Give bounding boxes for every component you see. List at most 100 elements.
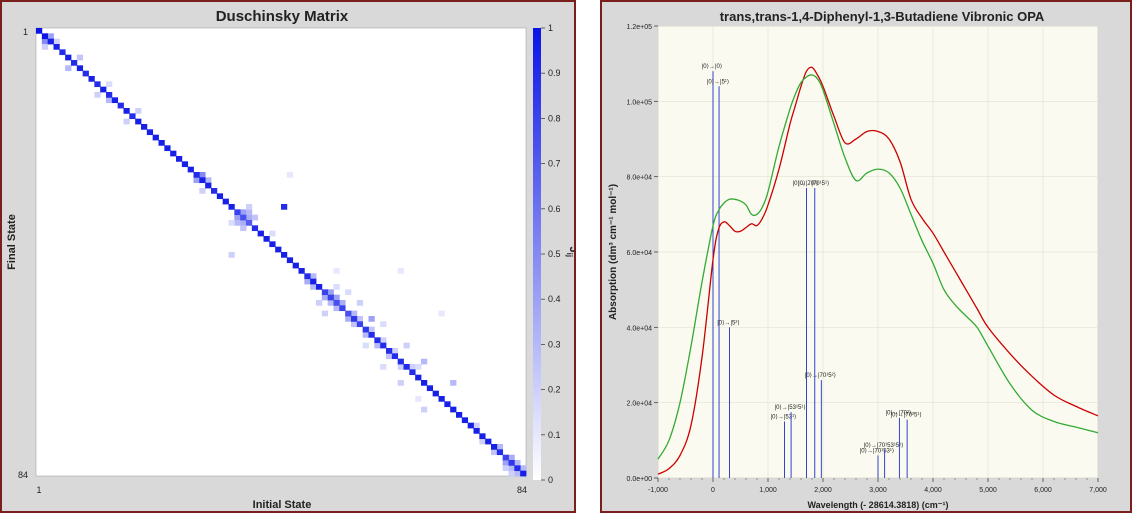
opa-x-tick-label: 6,000: [1034, 487, 1052, 494]
heatmap-cell: [351, 310, 358, 317]
heatmap-cell: [333, 305, 340, 312]
heatmap-cell: [205, 177, 212, 184]
heatmap-cell: [65, 65, 72, 72]
opa-stick-label: |0⟩→|70²5¹⟩: [891, 412, 922, 419]
heatmap-cell: [135, 108, 142, 114]
heatmap-cell: [421, 406, 428, 413]
heatmap-cell: [520, 470, 527, 477]
heatmap-cell: [415, 396, 422, 402]
heatmap-y-tick-last: 84: [18, 470, 28, 480]
heatmap-cell: [251, 225, 259, 232]
colorbar-tick-label: 0.4: [548, 294, 561, 304]
opa-y-tick-label: 4.0e+04: [627, 325, 653, 332]
heatmap-cell: [59, 49, 66, 56]
heatmap-cell: [514, 470, 521, 477]
duschinsky-chart: Duschinsky Matrix 1 84 1 84 Initial Stat…: [6, 8, 582, 511]
opa-stick-label: |0⟩→|70¹5¹⟩: [798, 180, 829, 187]
heatmap-cell: [164, 145, 171, 152]
heatmap-cell: [286, 257, 294, 264]
heatmap-cell: [211, 188, 218, 194]
heatmap-cell: [47, 38, 54, 45]
heatmap-y-axis-label: Final State: [6, 214, 18, 270]
heatmap-cell: [199, 188, 206, 194]
heatmap-cell: [327, 289, 334, 296]
opa-stick-label: |0⟩→|70¹⟩: [793, 180, 819, 187]
heatmap-cell: [41, 44, 49, 50]
heatmap-cell: [170, 150, 177, 157]
heatmap-cell: [333, 300, 340, 306]
heatmap-cell: [205, 182, 212, 189]
opa-title: trans,trans-1,4-Diphenyl-1,3-Butadiene V…: [720, 9, 1045, 24]
heatmap-cell: [152, 134, 159, 141]
heatmap-cell: [193, 177, 200, 184]
heatmap-cell: [380, 364, 387, 370]
heatmap-cell: [327, 294, 334, 301]
heatmap-cells: [36, 28, 527, 477]
heatmap-cell: [339, 305, 346, 312]
heatmap-cell: [321, 294, 329, 301]
heatmap-cell: [199, 172, 206, 178]
opa-x-ticks: -1,000 0 1,000 2,000 3,000 4,000 5,000 6,000 7,0…: [648, 478, 1107, 494]
colorbar-label: Jij2: [565, 246, 574, 262]
heatmap-cell: [76, 54, 84, 61]
heatmap-cell: [292, 262, 299, 269]
heatmap-x-tick-last: 84: [517, 485, 527, 495]
heatmap-cell: [415, 374, 422, 381]
heatmap-cell: [479, 438, 486, 445]
heatmap-cell: [240, 214, 247, 221]
heatmap-cell: [345, 289, 352, 296]
heatmap-cell: [176, 156, 183, 162]
heatmap-cell: [228, 220, 235, 226]
duschinsky-panel: Duschinsky Matrix 1 84 1 84 Initial Stat…: [0, 0, 582, 513]
heatmap-cell: [491, 444, 498, 450]
heatmap-cell: [88, 76, 95, 82]
heatmap-cell: [502, 465, 509, 472]
heatmap-cell: [520, 465, 527, 472]
heatmap-cell: [333, 294, 340, 301]
opa-x-tick-label: 2,000: [814, 487, 832, 494]
colorbar-ticks: 1 0.9 0.8 0.7 0.6 0.5 0.4 0.3 0.2 0.1 0: [541, 23, 561, 485]
heatmap-cell: [380, 321, 387, 328]
opa-stick-label: |0⟩→|70²⟩: [886, 410, 912, 417]
heatmap-cell: [438, 396, 445, 402]
heatmap-cell: [71, 60, 78, 66]
heatmap-cell: [76, 65, 84, 72]
colorbar-tick-label: 0.5: [548, 249, 561, 259]
heatmap-cell: [106, 97, 113, 104]
heatmap-cell: [351, 316, 358, 322]
heatmap-cell: [94, 92, 101, 98]
heatmap-x-axis-label: Initial State: [253, 499, 312, 511]
heatmap-cell: [356, 316, 364, 322]
heatmap-cell: [316, 300, 323, 306]
opa-x-tick-label: 7,000: [1089, 487, 1107, 494]
opa-stick-label: |0⟩→|70¹53¹⟩: [860, 447, 894, 454]
heatmap-cell: [257, 230, 264, 237]
heatmap-cell: [310, 273, 317, 280]
heatmap-cell: [496, 449, 504, 456]
heatmap-cell: [456, 412, 463, 418]
heatmap-cell: [240, 225, 247, 232]
heatmap-cell: [397, 268, 404, 274]
heatmap-cell: [380, 342, 387, 349]
heatmap-cell: [508, 465, 515, 472]
opa-panel: trans,trans-1,4-Diphenyl-1,3-Butadiene V…: [600, 0, 1132, 513]
heatmap-cell: [234, 209, 241, 216]
heatmap-cell: [222, 198, 229, 205]
heatmap-cell: [106, 81, 113, 88]
heatmap-cell: [345, 316, 352, 322]
heatmap-cell: [374, 342, 381, 349]
opa-x-tick-label: 5,000: [979, 487, 997, 494]
colorbar-tick-label: 0.8: [548, 113, 561, 123]
opa-y-tick-label: 6.0e+04: [627, 250, 653, 257]
heatmap-cell: [386, 353, 393, 360]
colorbar-tick-label: 0.3: [548, 339, 561, 349]
heatmap-cell: [333, 284, 340, 290]
heatmap-x-tick-first: 1: [36, 485, 41, 495]
heatmap-cell: [298, 268, 305, 274]
opa-stick-label: |0⟩→|70¹53¹5¹⟩: [864, 442, 904, 449]
heatmap-cell: [187, 166, 194, 173]
heatmap-cell: [36, 28, 43, 34]
heatmap-cell: [106, 92, 113, 98]
heatmap-cell: [321, 289, 329, 296]
heatmap-cell: [246, 204, 253, 210]
